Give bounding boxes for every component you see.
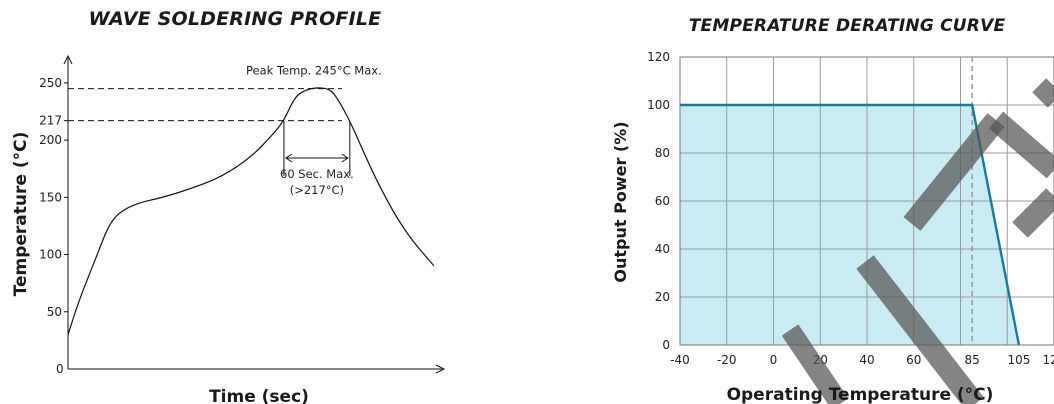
profile-series-line	[67, 87, 435, 335]
y-tick-label: 217	[39, 114, 62, 128]
y-tick-label: 100	[647, 98, 670, 112]
wave-chart-title: WAVE SOLDERING PROFILE	[88, 8, 382, 30]
watermark-stroke	[988, 111, 1054, 179]
y-tick-label: 120	[647, 50, 670, 64]
y-tick-label: 100	[39, 248, 62, 262]
x-tick-label: 120	[1043, 353, 1054, 367]
origin-tick-label: 0	[56, 362, 64, 376]
derating-chart: 020406080100120-40-20020406085105120Oper…	[611, 50, 1054, 404]
y-tick-label: 80	[655, 146, 670, 160]
plot-border	[679, 56, 1054, 346]
x-tick-label: 0	[770, 353, 778, 367]
arrow-right-icon	[341, 153, 349, 163]
x-tick-label: 60	[906, 353, 921, 367]
y-axis-title: Output Power (%)	[611, 121, 630, 282]
duration-condition-label: (>217°C)	[290, 183, 344, 197]
watermark-stroke	[856, 255, 984, 404]
watermark-stroke	[781, 324, 849, 404]
y-axis-title: Temperature (°C)	[11, 132, 31, 297]
x-tick-label: 85	[965, 353, 980, 367]
derating-chart-title: TEMPERATURE DERATING CURVE	[688, 16, 1006, 36]
y-tick-label: 60	[655, 194, 670, 208]
derating-panel: TEMPERATURE DERATING CURVE 0 20 40 60 80 100 1…	[600, 0, 1054, 404]
y-tick-label: 150	[39, 190, 62, 204]
x-tick-label: 40	[859, 353, 874, 367]
y-tick-label: 0	[662, 338, 670, 352]
peak-temp-annotation: Peak Temp. 245°C Max.	[246, 64, 382, 78]
arrow-left-icon	[285, 153, 293, 163]
watermark-stroke	[903, 113, 1005, 231]
x-axis-title: Operating Temperature (°C)	[727, 385, 994, 404]
wave-soldering-panel: WAVE SOLDERING PROFILE 50 100 150 200 217 250…	[0, 0, 470, 404]
y-axis-arrow-icon	[63, 54, 73, 65]
duration-label: 60 Sec. Max.	[280, 167, 354, 181]
y-tick-label: 250	[39, 76, 62, 90]
y-tick-label: 200	[39, 133, 62, 147]
x-tick-label: -40	[670, 353, 690, 367]
y-tick-label: 40	[655, 242, 670, 256]
watermark-stroke	[1012, 188, 1054, 238]
x-axis-arrow-icon	[435, 364, 446, 374]
x-tick-label: -20	[717, 353, 737, 367]
derating-series-line	[680, 103, 1021, 346]
derating-area-fill	[680, 105, 1019, 345]
x-axis-title: Time (sec)	[209, 387, 309, 404]
wave-soldering-chart: 50 100 150 200 217 250 0 Peak Temp. 245°C Max. 6…	[11, 54, 446, 404]
x-tick-label: 105	[1007, 353, 1030, 367]
y-tick-label: 20	[655, 290, 670, 304]
watermark-stroke	[1032, 78, 1054, 108]
y-tick-label: 50	[47, 305, 62, 319]
